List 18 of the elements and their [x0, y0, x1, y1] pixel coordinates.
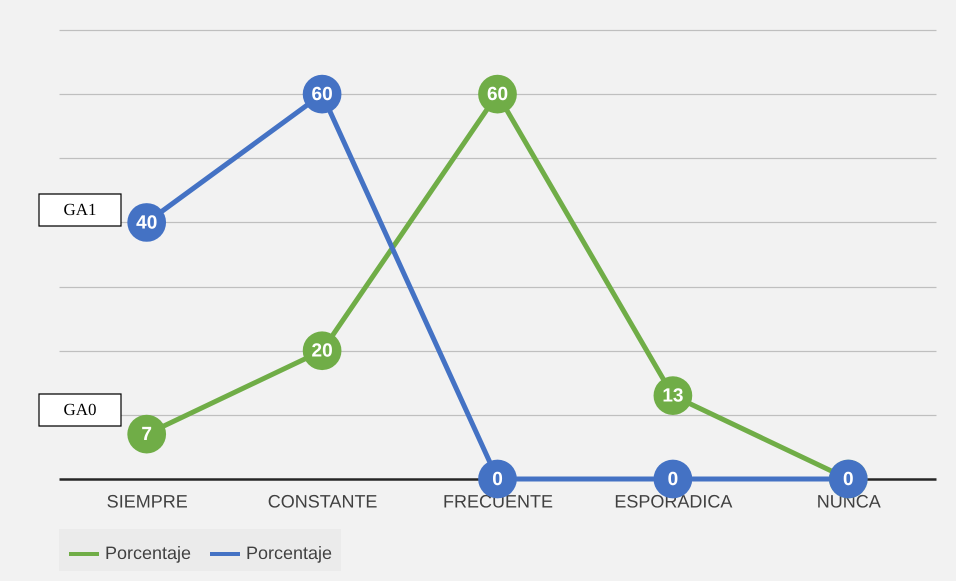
data-label: 0 — [492, 469, 503, 490]
data-label: 20 — [312, 340, 333, 362]
data-label: 13 — [662, 386, 684, 407]
data-label: 0 — [668, 469, 678, 490]
x-tick-label: SIEMPRE — [106, 492, 188, 512]
x-tick-label: CONSTANTE — [268, 492, 378, 512]
x-tick-label: ESPORADICA — [614, 492, 732, 512]
data-label: 7 — [141, 424, 152, 446]
data-label: 60 — [486, 84, 508, 106]
point — [127, 414, 166, 454]
data-label: 0 — [843, 469, 854, 490]
annotation: GA1 — [63, 200, 97, 219]
legend-label: Porcentaje — [105, 543, 192, 563]
x-tick-label: FRECUENTE — [442, 492, 554, 512]
data-label: 60 — [312, 84, 333, 106]
annotation: GA0 — [63, 400, 97, 419]
legend-label: Porcentaje — [246, 543, 332, 563]
data-label: 40 — [136, 212, 158, 234]
